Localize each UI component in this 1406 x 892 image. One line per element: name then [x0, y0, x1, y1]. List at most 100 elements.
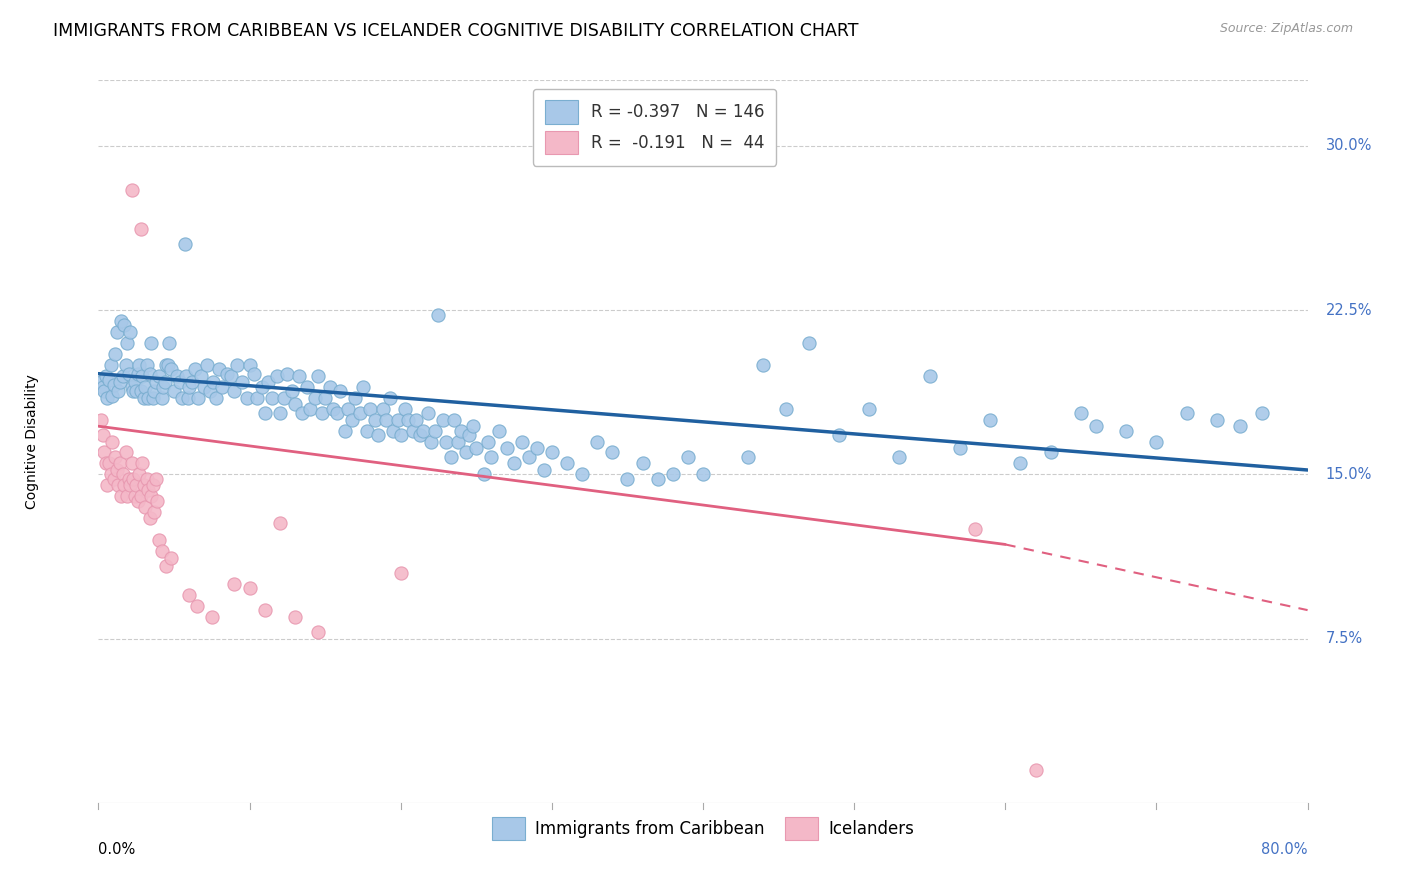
Point [425, 424, 447, 438]
Legend: Immigrants from Caribbean, Icelanders: Immigrants from Caribbean, Icelanders [484, 808, 922, 848]
Point [169, 376, 191, 390]
Point [112, 318, 135, 333]
Point [186, 599, 208, 613]
Point [284, 609, 307, 624]
Point [488, 424, 510, 438]
Point [256, 376, 278, 390]
Point [239, 358, 262, 372]
Point [288, 368, 311, 383]
Point [416, 406, 439, 420]
Point [266, 368, 288, 383]
Point [291, 406, 314, 420]
Point [159, 336, 181, 351]
Point [344, 391, 367, 405]
Point [118, 367, 141, 381]
Point [125, 384, 148, 399]
Point [1010, 457, 1032, 471]
Point [231, 376, 253, 390]
Point [201, 609, 224, 624]
Point [965, 522, 987, 536]
Text: 7.5%: 7.5% [1326, 632, 1362, 646]
Point [124, 489, 146, 503]
Point [139, 367, 162, 381]
Point [477, 434, 499, 449]
Point [221, 368, 243, 383]
Point [329, 384, 352, 399]
Point [136, 391, 159, 405]
Point [131, 368, 153, 383]
Point [450, 424, 472, 438]
Point [142, 478, 165, 492]
Point [150, 544, 173, 558]
Point [517, 450, 540, 464]
Point [367, 428, 389, 442]
Point [131, 457, 153, 471]
Text: Source: ZipAtlas.com: Source: ZipAtlas.com [1219, 22, 1353, 36]
Point [510, 434, 533, 449]
Point [143, 505, 166, 519]
Point [1039, 445, 1062, 459]
Point [1070, 406, 1092, 420]
Point [526, 441, 548, 455]
Point [281, 384, 304, 399]
Point [110, 314, 132, 328]
Point [797, 336, 820, 351]
Point [979, 412, 1001, 426]
Point [100, 467, 122, 482]
Point [503, 457, 526, 471]
Point [389, 428, 412, 442]
Point [676, 450, 699, 464]
Point [118, 472, 141, 486]
Point [184, 362, 207, 376]
Point [239, 581, 262, 595]
Point [148, 533, 170, 547]
Point [295, 380, 318, 394]
Point [457, 428, 479, 442]
Point [269, 406, 291, 420]
Point [828, 428, 851, 442]
Point [586, 434, 609, 449]
Point [269, 516, 291, 530]
Point [371, 401, 394, 416]
Point [205, 391, 228, 405]
Point [412, 424, 434, 438]
Point [128, 467, 150, 482]
Point [111, 368, 134, 383]
Point [481, 450, 503, 464]
Point [540, 445, 562, 459]
Point [364, 412, 387, 426]
Point [146, 493, 169, 508]
Point [105, 325, 128, 339]
Point [918, 368, 941, 383]
Point [333, 424, 356, 438]
Point [90, 412, 112, 426]
Point [179, 380, 201, 394]
Point [179, 588, 201, 602]
Point [98, 457, 121, 471]
Point [224, 577, 246, 591]
Point [202, 376, 225, 390]
Point [148, 368, 170, 383]
Point [616, 472, 638, 486]
Point [1251, 406, 1274, 420]
Point [153, 376, 176, 390]
Point [409, 428, 432, 442]
Point [439, 450, 461, 464]
Point [307, 625, 329, 640]
Point [120, 478, 142, 492]
Point [472, 467, 495, 482]
Point [135, 472, 157, 486]
Point [101, 434, 124, 449]
Point [752, 358, 775, 372]
Point [139, 511, 162, 525]
Point [132, 478, 155, 492]
Point [360, 401, 382, 416]
Point [90, 376, 112, 390]
Point [141, 489, 163, 503]
Point [129, 222, 152, 236]
Point [121, 380, 143, 394]
Point [136, 483, 159, 497]
Point [262, 391, 284, 405]
Point [98, 373, 121, 387]
Point [647, 472, 669, 486]
